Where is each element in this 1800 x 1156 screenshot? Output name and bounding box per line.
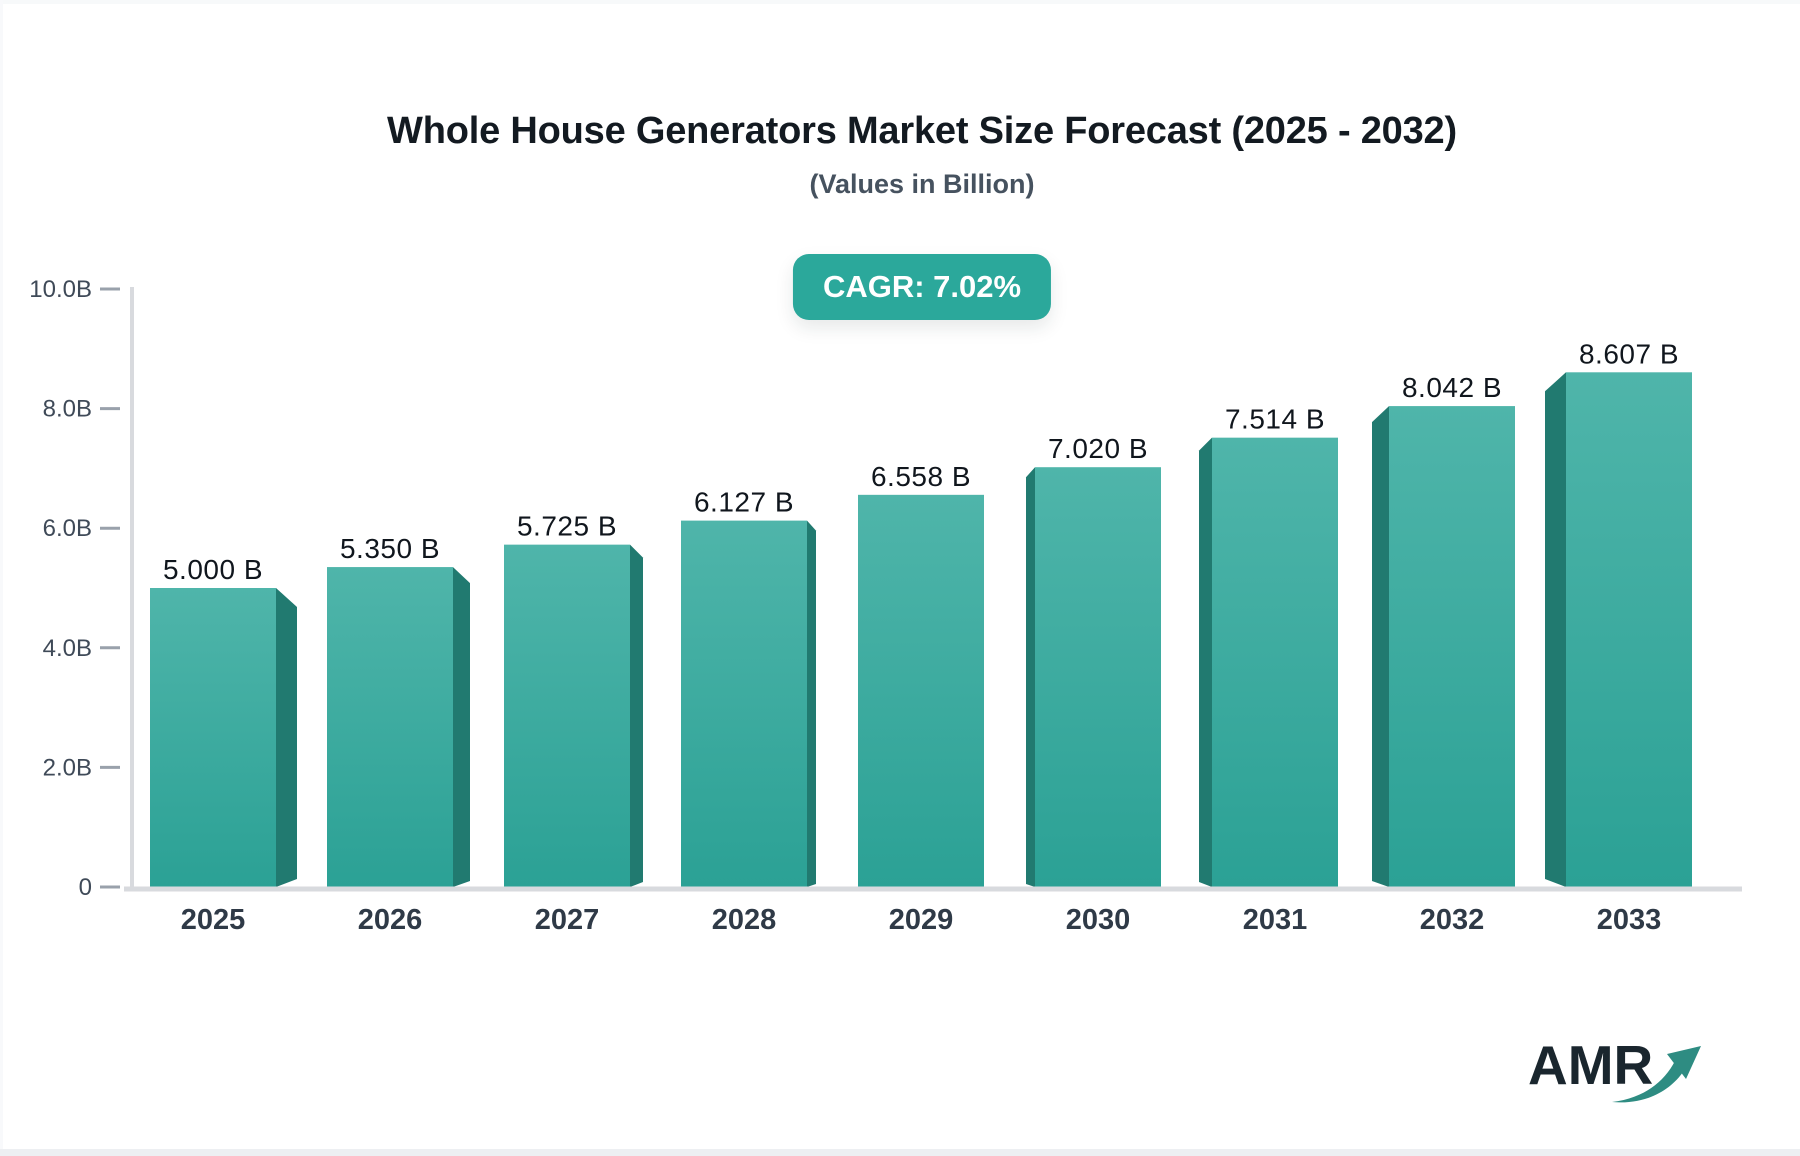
bar-value-label: 8.042 B	[1402, 372, 1502, 403]
bar-value-label: 8.607 B	[1579, 338, 1679, 369]
bar-side-face	[630, 544, 643, 887]
y-axis-tick-label: 6.0B	[43, 515, 92, 542]
x-axis-label: 2026	[358, 904, 423, 936]
x-axis-label: 2029	[889, 904, 954, 936]
bar-group-2031: 7.514 B 2031	[1199, 404, 1338, 936]
bar-face	[1389, 406, 1515, 887]
bar-side-face	[276, 588, 297, 887]
bottom-border	[0, 1149, 1800, 1156]
bar-side-face	[1199, 437, 1212, 887]
bar-value-label: 6.558 B	[871, 461, 971, 492]
amr-logo: AMR	[1528, 1036, 1718, 1116]
bar-face	[1035, 467, 1161, 887]
left-border	[0, 0, 3, 1156]
y-axis: 10.0B 8.0B 6.0B 4.0B 2.0B 0	[29, 276, 120, 901]
x-axis-label: 2025	[181, 904, 246, 936]
trend-arrow-swoosh	[1612, 1061, 1685, 1103]
trend-up-arrow-icon	[1612, 1046, 1701, 1103]
bar-value-label: 5.350 B	[340, 533, 440, 564]
y-axis-tick-label: 8.0B	[43, 396, 92, 423]
bar-value-label: 7.514 B	[1225, 404, 1325, 435]
bar-side-face	[807, 520, 816, 887]
bar-group-2030: 7.020 B 2030	[1026, 433, 1161, 936]
x-axis-label: 2033	[1597, 904, 1662, 936]
logo-text: AMR	[1528, 1034, 1654, 1096]
cagr-badge: CAGR: 7.02%	[792, 254, 1052, 320]
trend-arrow-head	[1667, 1046, 1701, 1079]
bar-face	[1566, 372, 1692, 887]
bar-group-2029: 6.558 B 2029	[858, 461, 984, 936]
bar-side-face	[1372, 406, 1389, 887]
chart-title: Whole House Generators Market Size Forec…	[387, 110, 1457, 152]
bar-group-2027: 5.725 B 2027	[504, 511, 643, 936]
bar-face	[858, 494, 984, 887]
x-axis-label: 2031	[1243, 904, 1308, 936]
bar-group-2032: 8.042 B 2032	[1372, 372, 1515, 936]
y-axis-tick-label: 4.0B	[43, 635, 92, 662]
y-axis-tick-label: 10.0B	[29, 276, 92, 303]
bar-value-label: 6.127 B	[694, 487, 794, 518]
bar-face	[681, 520, 807, 887]
bar-side-face	[1026, 467, 1035, 887]
bar-side-face	[1545, 372, 1566, 887]
bar-value-label: 7.020 B	[1048, 433, 1148, 464]
bar-group-2026: 5.350 B 2026	[327, 533, 470, 936]
bar-group-2033: 8.607 B 2033	[1545, 338, 1692, 936]
bar-face	[327, 567, 453, 887]
bar-face	[504, 544, 630, 887]
cagr-badge-label: CAGR: 7.02%	[822, 269, 1022, 304]
bar-face	[1212, 437, 1338, 887]
y-axis-tick-label: 0	[79, 874, 92, 901]
x-axis-label: 2027	[535, 904, 600, 936]
x-axis-label: 2032	[1420, 904, 1485, 936]
bar-group-2028: 6.127 B 2028	[681, 487, 816, 936]
bar-side-face	[453, 567, 470, 887]
x-axis-label: 2030	[1066, 904, 1131, 936]
chart-subtitle: (Values in Billion)	[809, 169, 1035, 199]
bar-value-label: 5.725 B	[517, 511, 617, 542]
x-axis-label: 2028	[712, 904, 777, 936]
bar-group-2025: 5.000 B 2025	[150, 554, 297, 936]
y-axis-tick-label: 2.0B	[43, 754, 92, 781]
top-border	[0, 0, 1800, 4]
bar-value-label: 5.000 B	[163, 554, 263, 585]
bar-face	[150, 588, 276, 887]
